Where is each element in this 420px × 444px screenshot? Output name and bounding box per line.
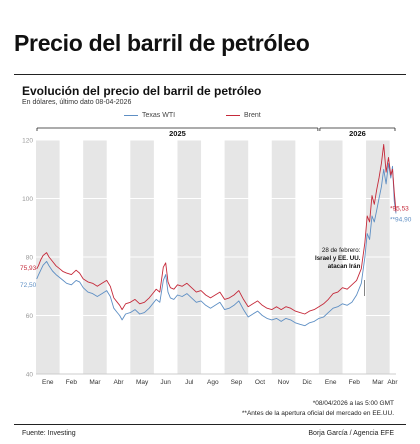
x-tick-label: Abr [387,379,398,386]
top-rule [14,74,406,75]
legend-item-brent: Brent [226,112,261,119]
legend-label-brent: Brent [244,112,261,119]
brent-start-label: 75,93 [20,265,37,272]
year-label: 2026 [349,129,366,138]
brent-end-label: *95,53 [390,206,409,213]
bottom-rule [14,424,406,425]
footnote-date: *08/04/2026 a las 5:00 GMT [312,400,394,407]
chart-subtitle: Evolución del precio del barril de petró… [22,84,262,98]
legend-label-wti: Texas WTI [142,112,176,119]
annotation-text: Israel y EE. UU. [315,255,361,262]
wti-line [36,162,397,327]
y-tick-label: 40 [26,372,34,379]
wti-end-label: **94,90 [390,216,412,223]
x-tick-label: Mar [89,379,101,386]
brent-line [36,143,397,315]
y-tick-label: 100 [22,196,33,203]
x-tick-label: Jun [160,379,171,386]
y-tick-label: 60 [26,313,34,320]
x-tick-label: Mar [372,379,384,386]
chart-note: En dólares, último dato 08-04-2026 [22,99,132,106]
x-tick-label: Feb [66,379,78,386]
x-tick-label: May [136,379,149,386]
x-tick-label: Abr [113,379,124,386]
legend-item-wti: Texas WTI [124,112,175,119]
annotation-text: 28 de febrero: [322,247,361,254]
x-tick-label: Jul [185,379,194,386]
page-title: Precio del barril de petróleo [14,30,310,56]
x-tick-label: Oct [255,379,265,386]
y-tick-label: 120 [22,138,33,145]
x-tick-label: Nov [278,379,290,386]
year-label: 2025 [169,129,186,138]
x-tick-label: Ago [207,379,219,386]
legend-swatch-wti [124,115,138,116]
footnote-market: **Antes de la apertura oficial del merca… [241,410,394,417]
x-tick-label: Ene [325,379,337,386]
x-tick-label: Dic [302,379,312,386]
y-tick-label: 80 [26,255,34,262]
legend-swatch-brent [226,115,240,116]
x-tick-label: Feb [349,379,361,386]
x-tick-label: Sep [231,379,243,386]
annotation-text: atacan Irán [328,263,361,270]
x-tick-label: Ene [42,379,54,386]
credit-text: Borja García / Agencia EFE [308,430,394,437]
source-text: Fuente: Investing [22,430,76,437]
wti-start-label: 72,50 [20,282,37,289]
